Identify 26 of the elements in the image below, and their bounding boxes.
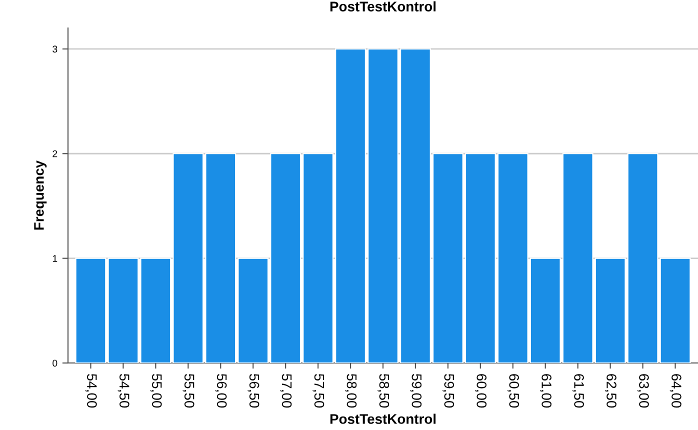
x-tick-label: 64,00 <box>670 374 682 408</box>
chart-title: PostTestKontrol <box>330 1 436 12</box>
x-tick-label: 63,00 <box>637 374 649 408</box>
y-tick-label: 2 <box>52 150 58 158</box>
y-tick-label: 3 <box>52 46 58 53</box>
x-tick-label: 58,50 <box>378 374 390 408</box>
x-tick-label: 54,50 <box>118 374 130 408</box>
x-tick-label: 54,00 <box>85 374 97 408</box>
x-tick-label: 59,50 <box>442 374 454 408</box>
x-tick-label: 56,50 <box>248 374 260 408</box>
x-tick-label: 61,00 <box>540 374 552 408</box>
x-tick-label: 55,00 <box>150 374 162 408</box>
x-tick-label: 60,00 <box>475 374 487 408</box>
y-tick-label: 1 <box>52 255 58 262</box>
x-tick-label: 62,50 <box>604 374 616 408</box>
y-tick-label: 0 <box>52 360 58 367</box>
x-tick-label: 55,50 <box>182 374 194 408</box>
x-tick-label: 59,00 <box>410 374 422 408</box>
x-tick-label: 60,50 <box>508 374 520 408</box>
y-axis-title: Frequency <box>34 160 47 230</box>
x-tick-label: 61,50 <box>572 374 584 408</box>
x-tick-label: 57,50 <box>312 374 324 408</box>
x-tick-label: 56,00 <box>215 374 227 408</box>
x-tick-label: 58,00 <box>345 374 357 408</box>
x-axis-title: PostTestKontrol <box>330 414 436 424</box>
x-tick-label: 57,00 <box>280 374 292 408</box>
